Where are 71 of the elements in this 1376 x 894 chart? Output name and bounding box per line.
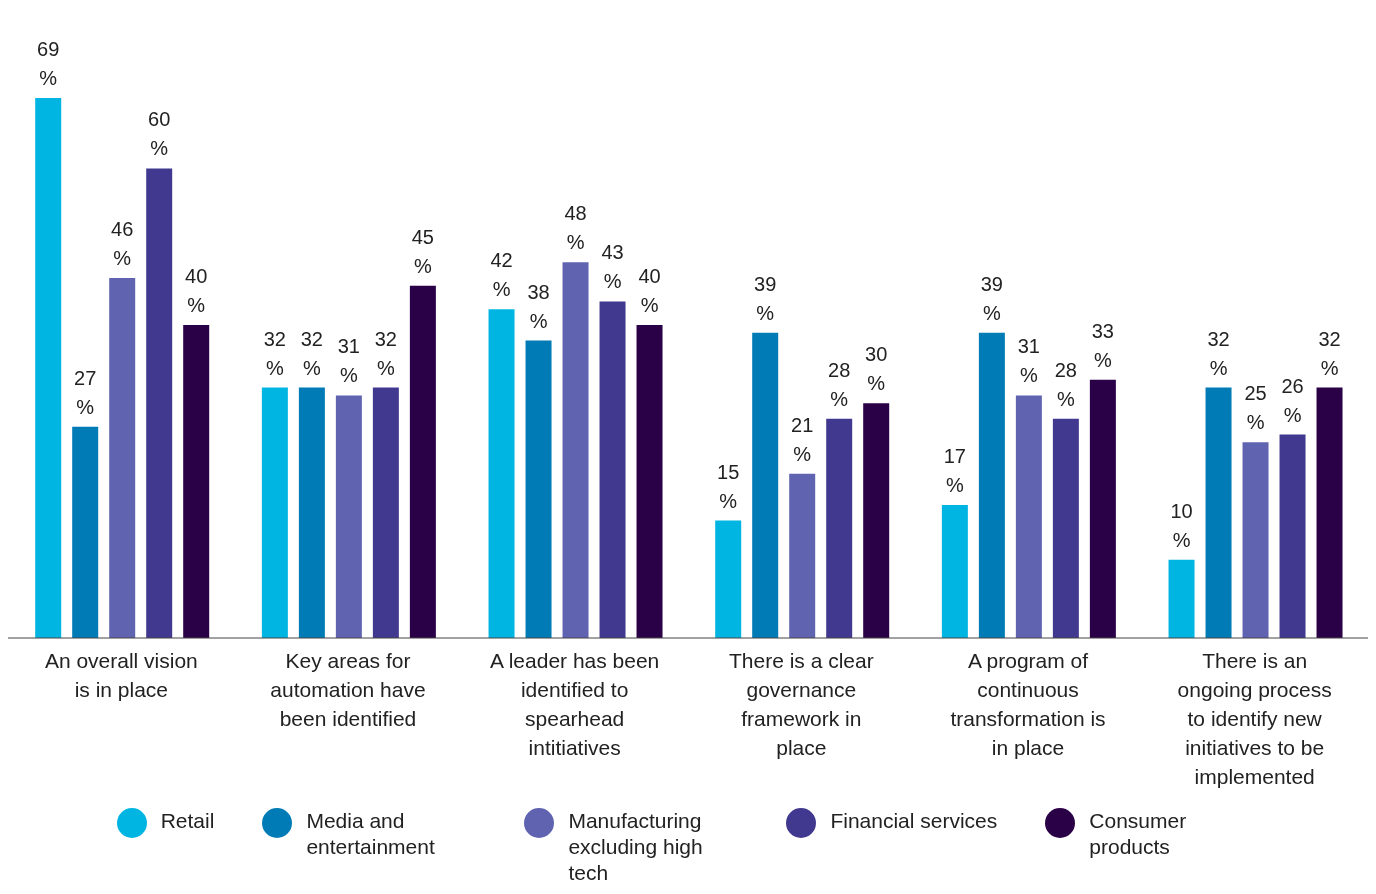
x-tick-label: A leader has been identified to spearhead intitiatives xyxy=(490,649,660,759)
data-label: 48% xyxy=(564,202,587,254)
data-label: 32% xyxy=(1318,327,1341,379)
bar xyxy=(35,98,62,638)
data-label: 32% xyxy=(300,327,323,379)
bar xyxy=(1168,559,1195,638)
bar xyxy=(72,426,99,638)
bar xyxy=(261,387,288,638)
data-label: 26% xyxy=(1281,374,1304,426)
data-label: 40% xyxy=(638,264,661,316)
bar xyxy=(978,332,1005,638)
bar xyxy=(1316,387,1343,638)
x-tick-label: There is an ongoing process to identify new initiatives to be implemented xyxy=(1177,649,1332,788)
bar xyxy=(372,387,399,638)
bar xyxy=(1242,442,1269,638)
bar xyxy=(863,403,890,638)
data-label: 32% xyxy=(1207,327,1230,379)
data-label: 46% xyxy=(111,218,134,269)
legend-label: Media and entertainment xyxy=(306,808,436,860)
bar xyxy=(1089,379,1116,638)
legend-label: Consumer products xyxy=(1089,808,1188,860)
bar xyxy=(1279,434,1306,638)
bar xyxy=(488,309,515,638)
data-label: 30% xyxy=(865,343,888,395)
data-label: 31% xyxy=(337,335,360,387)
bar xyxy=(599,301,626,638)
legend-label: Financial services xyxy=(830,808,998,834)
data-label: 33% xyxy=(1091,319,1114,371)
data-label: 69% xyxy=(37,38,60,89)
data-label: 45% xyxy=(411,225,434,277)
bar xyxy=(1015,395,1042,638)
bar xyxy=(1205,387,1232,638)
bar xyxy=(636,324,663,638)
data-label: 28% xyxy=(1054,358,1077,410)
x-tick-label: There is a clear governance framework in place xyxy=(728,649,874,759)
data-label: 38% xyxy=(527,280,550,332)
bar xyxy=(941,504,968,638)
x-tick-label: An overall vision is in place xyxy=(44,649,198,701)
legend-label: Retail xyxy=(160,808,215,834)
data-label: 43% xyxy=(601,241,624,293)
data-label: 40% xyxy=(185,264,208,316)
bar xyxy=(298,387,325,638)
data-label: 25% xyxy=(1244,382,1267,434)
data-label: 27% xyxy=(74,366,97,418)
bar xyxy=(183,324,210,638)
data-label: 15% xyxy=(717,460,740,512)
data-label: 60% xyxy=(148,108,171,160)
bar xyxy=(752,332,779,638)
data-label: 10% xyxy=(1170,499,1193,551)
bar xyxy=(146,168,173,638)
bar xyxy=(109,278,136,638)
data-label: 42% xyxy=(490,249,513,301)
data-label: 32% xyxy=(374,327,397,379)
x-tick-label: Key areas for automation have been identified xyxy=(270,649,426,730)
data-label: 39% xyxy=(980,272,1003,324)
data-label: 28% xyxy=(828,358,851,410)
data-label: 21% xyxy=(791,413,814,465)
bar xyxy=(789,473,816,638)
data-label: 17% xyxy=(943,444,966,496)
bar xyxy=(1052,418,1079,638)
bar xyxy=(525,340,552,638)
x-tick-label: A program of continuous transformation is in place xyxy=(950,649,1106,759)
bar xyxy=(826,418,853,638)
bar xyxy=(562,262,589,638)
bar xyxy=(715,520,742,638)
bar xyxy=(335,395,362,638)
legend-label: Manufacturing excluding high tech xyxy=(568,808,704,886)
data-label: 32% xyxy=(263,327,286,379)
bar xyxy=(409,285,436,638)
data-label: 39% xyxy=(754,272,777,324)
data-label: 31% xyxy=(1017,335,1040,387)
